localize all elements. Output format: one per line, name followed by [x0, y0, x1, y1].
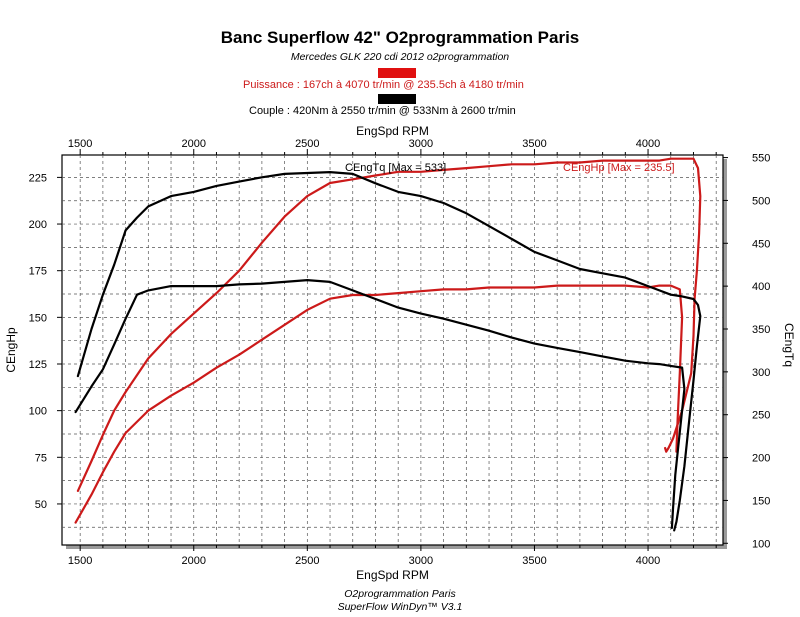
- y-axis-title-left: CEngHp: [4, 327, 18, 373]
- x-axis-title-bottom: EngSpd RPM: [356, 568, 429, 582]
- power-legend-text: Puissance : 167ch à 4070 tr/min @ 235.5c…: [243, 79, 524, 91]
- x-tick-label-bottom: 4000: [636, 555, 660, 567]
- x-tick-label-bottom: 3500: [522, 555, 546, 567]
- x-axis-title-top: EngSpd RPM: [356, 124, 429, 138]
- footer-line-1: O2programmation Paris: [344, 588, 456, 600]
- power-legend-swatch: [378, 68, 416, 78]
- x-tick-label-top: 4000: [636, 138, 660, 150]
- y-right-tick-label: 100: [752, 538, 770, 550]
- y-right-tick-label: 400: [752, 281, 770, 293]
- plot-area: [61, 154, 724, 546]
- series-line-1: [74, 284, 684, 524]
- x-tick-label-bottom: 3000: [409, 555, 433, 567]
- torque-legend-swatch: [378, 94, 416, 104]
- y-axis-title-right: CEngTq: [782, 323, 796, 367]
- y-right-tick-label: 350: [752, 324, 770, 336]
- x-tick-label-top: 3000: [409, 138, 433, 150]
- x-tick-label-top: 1500: [68, 138, 92, 150]
- chart-subtitle: Mercedes GLK 220 cdi 2012 o2programmatio…: [290, 51, 510, 63]
- y-left-tick-label: 225: [29, 172, 47, 184]
- y-right-tick-label: 200: [752, 453, 770, 465]
- y-right-tick-label: 450: [752, 238, 770, 250]
- footer-line-2: SuperFlow WinDyn™ V3.1: [337, 601, 463, 613]
- y-right-tick-label: 150: [752, 495, 770, 507]
- x-tick-label-bottom: 2500: [295, 555, 319, 567]
- x-tick-label-bottom: 2000: [182, 555, 206, 567]
- x-tick-label-top: 3500: [522, 138, 546, 150]
- series-line-4: [76, 171, 702, 532]
- x-tick-label-bottom: 1500: [68, 555, 92, 567]
- chart-title: Banc Superflow 42" O2programmation Paris: [220, 28, 580, 47]
- torque-legend-text: Couple : 420Nm à 2550 tr/min @ 533Nm à 2…: [249, 105, 516, 117]
- series-line-3: [74, 279, 686, 530]
- series-line-2: [76, 157, 702, 492]
- y-right-tick-label: 300: [752, 367, 770, 379]
- y-right-tick-label: 550: [752, 153, 770, 165]
- x-tick-label-top: 2000: [182, 138, 206, 150]
- y-left-tick-label: 175: [29, 266, 47, 278]
- x-tick-label-top: 2500: [295, 138, 319, 150]
- y-right-tick-label: 500: [752, 195, 770, 207]
- y-right-tick-label: 250: [752, 410, 770, 422]
- y-left-tick-label: 125: [29, 359, 47, 371]
- y-left-tick-label: 50: [35, 499, 47, 511]
- y-left-tick-label: 150: [29, 312, 47, 324]
- y-left-tick-label: 200: [29, 219, 47, 231]
- torque-max-annotation: CEngTq [Max = 533]: [345, 162, 446, 174]
- y-left-tick-label: 75: [35, 452, 47, 464]
- power-max-annotation: CEngHp [Max = 235.5]: [563, 162, 675, 174]
- y-left-tick-label: 100: [29, 406, 47, 418]
